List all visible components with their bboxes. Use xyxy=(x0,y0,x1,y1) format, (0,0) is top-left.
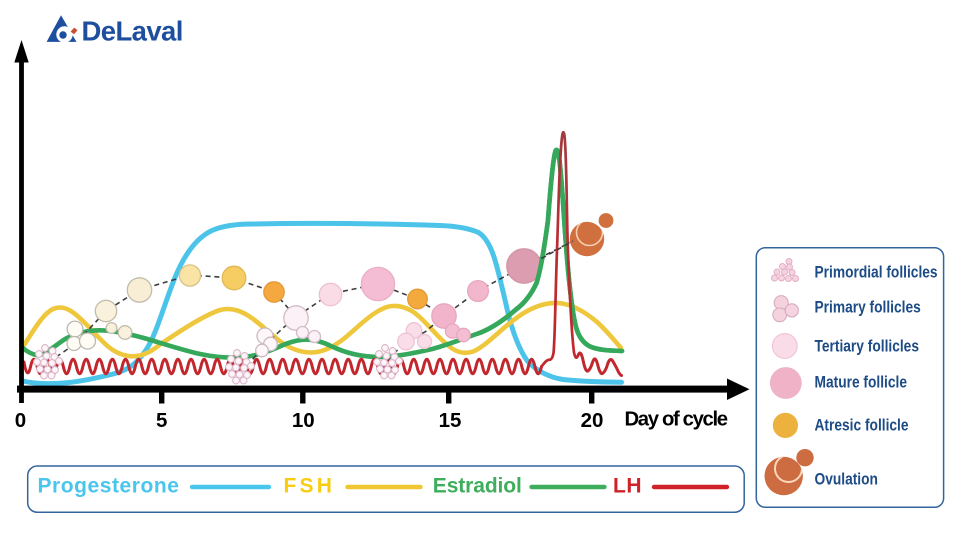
svg-text:0: 0 xyxy=(15,409,26,432)
svg-text:Mature follicle: Mature follicle xyxy=(815,373,908,392)
svg-text:FSH: FSH xyxy=(284,475,336,498)
svg-text:LH: LH xyxy=(613,475,642,498)
svg-text:DeLaval: DeLaval xyxy=(82,16,183,47)
svg-text:10: 10 xyxy=(292,409,315,432)
svg-text:20: 20 xyxy=(581,409,604,432)
svg-text:Day of cycle: Day of cycle xyxy=(625,409,728,431)
svg-text:Estradiol: Estradiol xyxy=(433,475,522,498)
svg-text:Ovulation: Ovulation xyxy=(815,470,878,489)
svg-text:Atresic follicle: Atresic follicle xyxy=(815,416,909,435)
svg-text:15: 15 xyxy=(439,409,462,432)
svg-text:Progesterone: Progesterone xyxy=(38,475,180,498)
svg-text:Primary follicles: Primary follicles xyxy=(815,298,921,317)
svg-text:Tertiary follicles: Tertiary follicles xyxy=(815,337,919,356)
svg-text:5: 5 xyxy=(156,409,167,432)
svg-text:Primordial follicles: Primordial follicles xyxy=(815,263,938,282)
